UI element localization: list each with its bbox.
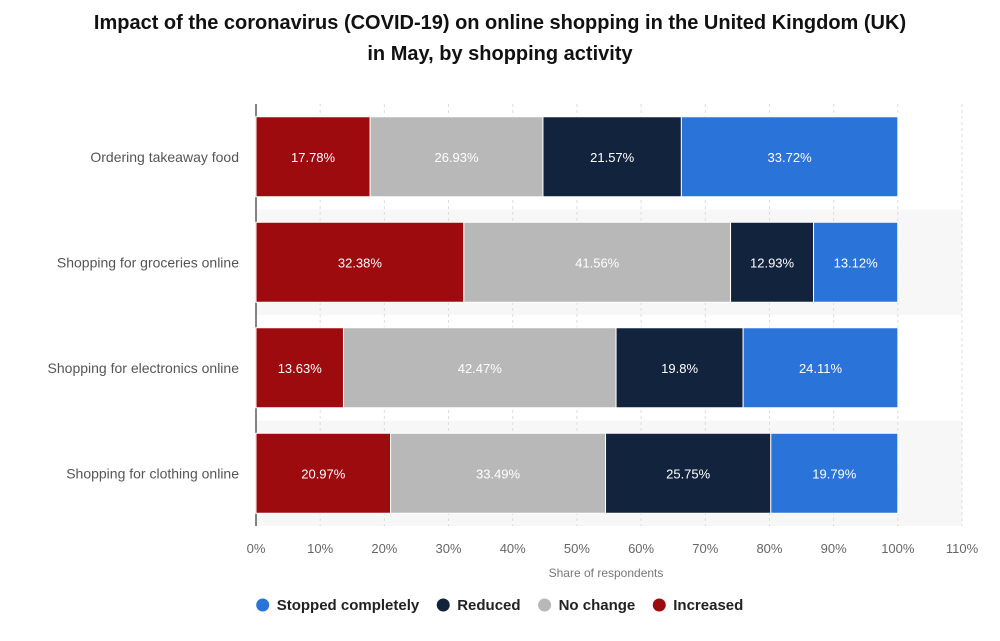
- category-label: Shopping for electronics online: [48, 360, 240, 376]
- data-label: 26.93%: [434, 150, 479, 165]
- legend-marker: [652, 598, 666, 612]
- bar-segment: [255, 327, 344, 409]
- bar-segment: [813, 221, 899, 303]
- data-label: 21.57%: [590, 150, 635, 165]
- x-tick-label: 30%: [436, 541, 462, 556]
- x-tick-label: 40%: [500, 541, 526, 556]
- bar-segment: [255, 432, 392, 514]
- data-label: 19.8%: [661, 361, 698, 376]
- bar-segment: [369, 116, 544, 198]
- data-label: 42.47%: [458, 361, 503, 376]
- data-label: 13.63%: [278, 361, 323, 376]
- x-tick-label: 110%: [946, 541, 979, 556]
- bar-segment: [742, 327, 899, 409]
- x-tick-label: 20%: [371, 541, 397, 556]
- x-tick-label: 10%: [307, 541, 333, 556]
- data-label: 12.93%: [750, 255, 795, 270]
- legend-marker: [436, 598, 450, 612]
- data-label: 13.12%: [834, 255, 879, 270]
- bar-segment: [730, 221, 815, 303]
- bar-segment: [542, 116, 682, 198]
- legend-marker: [538, 598, 552, 612]
- bars: 17.78% 26.93% 21.57% 33.72% 32.38% 41.56% 12.9…: [255, 116, 899, 514]
- legend-item-label: Reduced: [457, 597, 520, 614]
- x-tick-label: 60%: [628, 541, 654, 556]
- x-tick-label: 70%: [692, 541, 718, 556]
- bar-segment: [342, 327, 617, 409]
- legend: Stopped completely Reduced No change Increa…: [256, 597, 743, 614]
- category-label: Ordering takeaway food: [90, 149, 239, 165]
- category-label: Shopping for clothing online: [66, 465, 239, 481]
- chart-title-line-1: Impact of the coronavirus (COVID-19) on …: [93, 12, 907, 34]
- chart-title: Impact of the coronavirus (COVID-19) on …: [0, 8, 1000, 70]
- chart-title-line-2: in May, by shopping activity: [367, 43, 633, 65]
- x-tick-label: 50%: [564, 541, 590, 556]
- data-label: 33.49%: [476, 466, 521, 481]
- bar-segment: [463, 221, 732, 303]
- bar-segment: [255, 221, 465, 303]
- bar-segment: [255, 116, 371, 198]
- bar-segment: [680, 116, 899, 198]
- legend-item-label: No change: [559, 597, 636, 614]
- data-label: 32.38%: [338, 255, 383, 270]
- x-tick-labels: 0% 10% 20% 30% 40% 50% 60% 70% 80% 90% 100% 110%: [247, 541, 979, 556]
- data-label: 24.11%: [799, 361, 843, 376]
- legend-marker: [256, 598, 270, 612]
- data-label: 17.78%: [291, 150, 336, 165]
- data-label: 20.97%: [301, 466, 346, 481]
- data-label: 25.75%: [666, 466, 711, 481]
- category-label: Shopping for groceries online: [57, 254, 239, 270]
- x-tick-label: 80%: [756, 541, 782, 556]
- x-tick-label: 100%: [881, 541, 915, 556]
- bar-segment: [605, 432, 772, 514]
- x-tick-label: 90%: [821, 541, 847, 556]
- data-label: 19.79%: [812, 466, 857, 481]
- bar-segment: [390, 432, 607, 514]
- x-axis-title: Share of respondents: [549, 566, 664, 580]
- legend-item-label: Increased: [673, 597, 743, 614]
- data-label: 41.56%: [575, 255, 620, 270]
- data-label: 33.72%: [768, 150, 813, 165]
- legend-item-label: Stopped completely: [277, 597, 420, 614]
- category-labels: Ordering takeaway food Shopping for groce…: [48, 149, 240, 482]
- bar-segment: [770, 432, 899, 514]
- x-tick-label: 0%: [247, 541, 266, 556]
